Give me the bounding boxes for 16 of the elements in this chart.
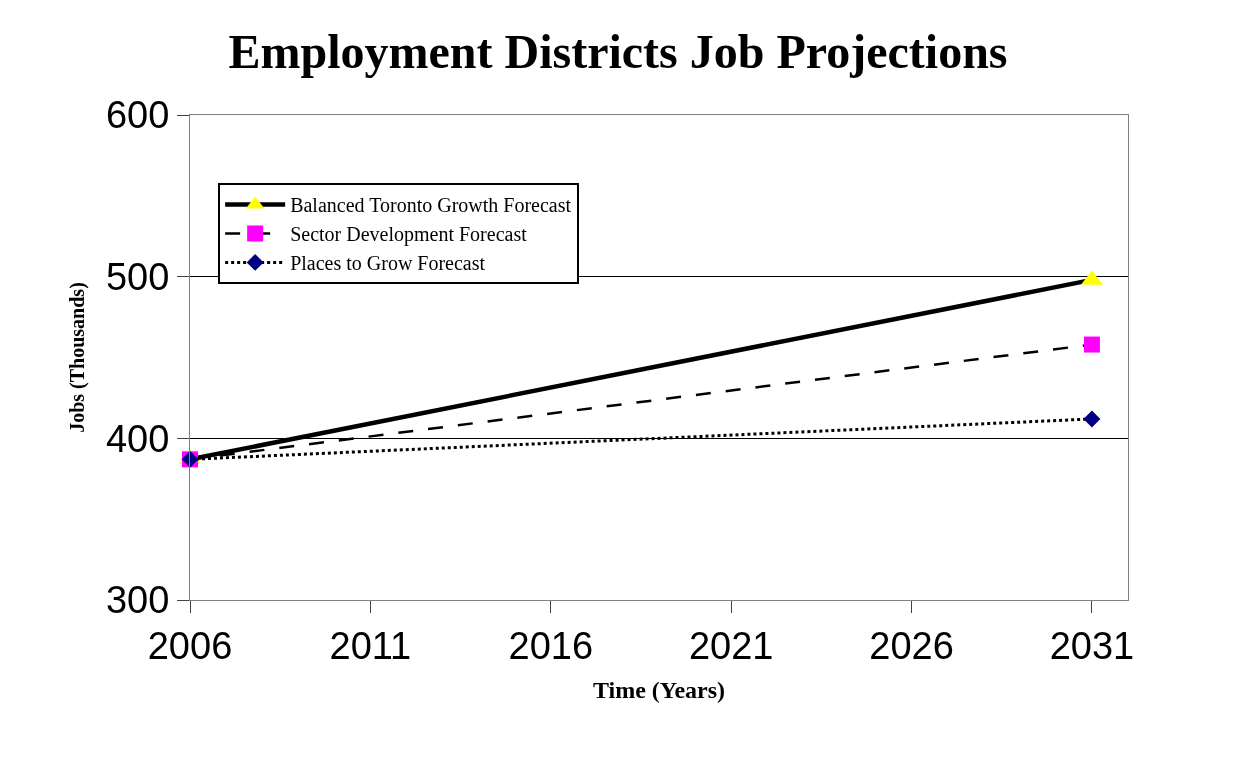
legend-label: Places to Grow Forecast [290, 252, 486, 275]
y-axis-title: Jobs (Thousands) [66, 282, 90, 433]
x-tick-label: 2011 [329, 624, 412, 667]
legend-label: Balanced Toronto Growth Forecast [290, 194, 572, 217]
x-tick-label: 2026 [869, 624, 954, 667]
legend-label: Sector Development Forecast [290, 223, 528, 247]
chart-title: Employment Districts Job Projections [228, 24, 1008, 78]
y-tick-label: 500 [105, 255, 170, 298]
y-tick-label: 300 [105, 579, 170, 622]
y-tick-label: 400 [105, 417, 170, 460]
x-tick-label: 2031 [1049, 624, 1135, 667]
x-axis-title: Time (Years) [592, 676, 726, 703]
y-tick-label: 600 [105, 94, 170, 137]
x-tick-label: 2016 [508, 624, 594, 667]
x-tick-label: 2021 [688, 624, 774, 667]
x-tick-label: 2006 [147, 624, 233, 667]
